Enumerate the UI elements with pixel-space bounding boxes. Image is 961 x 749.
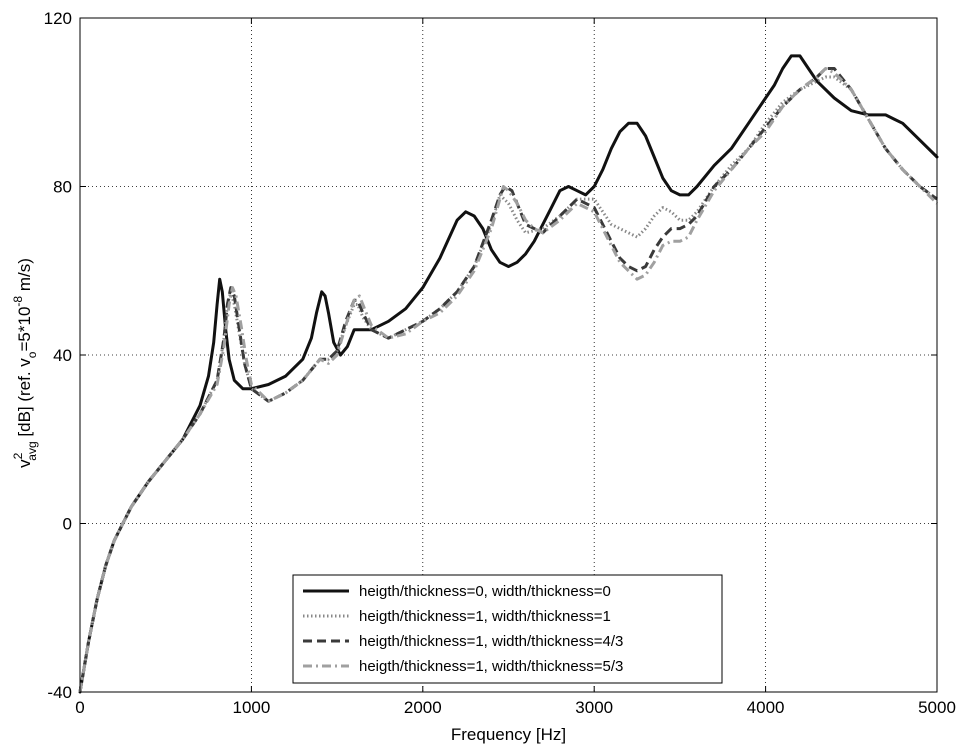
x-tick-label: 3000 [575,698,613,717]
series-line-4 [78,67,939,693]
y-axis-label-end: m/s) [15,258,34,296]
x-tick-label: 2000 [404,698,442,717]
legend: heigth/thickness=0, width/thickness=0 hei… [292,574,723,684]
y-tick-label: 40 [53,346,72,365]
y-tick-label: 80 [53,178,72,197]
y-axis-label-sub: avg [25,441,39,460]
y-tick-label: -40 [47,683,72,702]
y-axis-label-ref-exp: -8 [11,296,25,307]
y-tick-label: 0 [63,515,72,534]
x-tick-label: 4000 [747,698,785,717]
grid-lines [80,18,937,692]
legend-box [292,574,723,684]
y-axis-label-sup: 2 [11,452,25,459]
x-tick-label: 0 [75,698,84,717]
y-axis-label-mid: [dB] (ref. v [15,358,34,442]
x-tick-label: 1000 [232,698,270,717]
y-axis-label-base: v [15,459,34,468]
legend-label-1: heigth/thickness=0, width/thickness=0 [359,583,611,600]
series-lines [78,54,939,694]
legend-label-3: heigth/thickness=1, width/thickness=4/3 [359,633,623,650]
x-tick-label: 5000 [918,698,956,717]
y-axis-label: v2avg [dB] (ref. vo=5*10-8 m/s) [11,258,39,468]
legend-label-4: heigth/thickness=1, width/thickness=5/3 [359,658,623,675]
series-line-1 [78,54,939,694]
y-tick-label: 120 [44,9,72,28]
x-axis-label: Frequency [Hz] [451,725,566,744]
legend-label-2: heigth/thickness=1, width/thickness=1 [359,608,611,625]
y-axis-label-ref-eq: =5*10 [15,307,34,352]
y-axis-label-ref-sub: o [25,351,39,358]
